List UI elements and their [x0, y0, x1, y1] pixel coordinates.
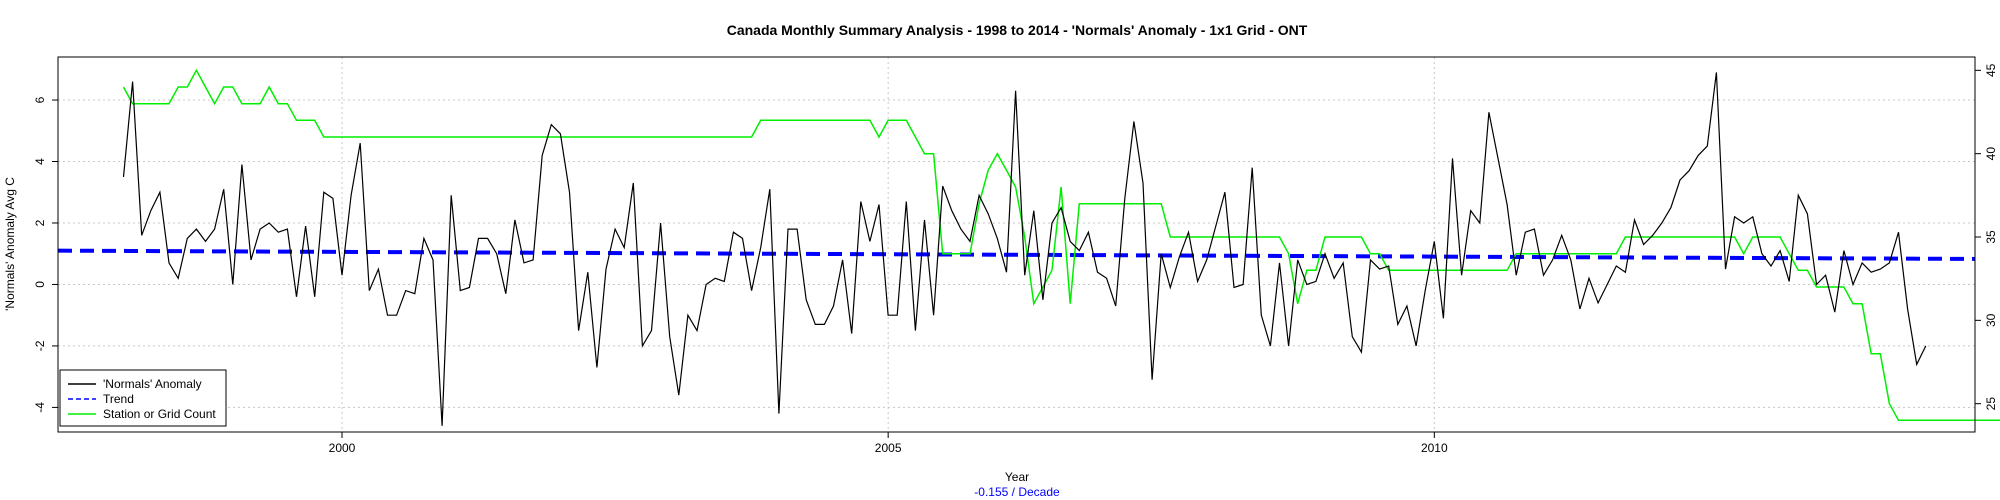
x-axis-label: Year: [1005, 470, 1029, 484]
x-tick-label: 2010: [1421, 441, 1448, 455]
y-tick-label: -4: [33, 402, 47, 413]
chart-title: Canada Monthly Summary Analysis - 1998 t…: [727, 22, 1308, 38]
y-axis-left: -4 -2 0 2 4 6: [33, 96, 58, 413]
x-tick-label: 2000: [329, 441, 356, 455]
y2-tick-label: 45: [1984, 63, 1998, 77]
anomaly-line: [122, 72, 1927, 426]
y-tick-label: 2: [33, 219, 47, 226]
y2-tick-label: 35: [1984, 230, 1998, 244]
y-axis-right: 25 30 35 40 45: [1975, 63, 1998, 410]
y2-tick-label: 25: [1984, 397, 1998, 411]
trend-rate-label: -0.155 / Decade: [974, 485, 1060, 499]
x-tick-label: 2005: [875, 441, 902, 455]
y2-tick-label: 40: [1984, 147, 1998, 161]
y-tick-label: -2: [33, 340, 47, 351]
y-axis-label: 'Normals' Anomaly Avg C: [3, 177, 17, 311]
y-tick-label: 6: [33, 96, 47, 103]
trend-line: [57, 248, 1976, 261]
y-tick-label: 4: [33, 158, 47, 165]
station-count-series: [122, 68, 2000, 422]
trend-line-group: [57, 248, 1976, 261]
anomaly-series: [122, 72, 1927, 426]
legend-label: Station or Grid Count: [103, 407, 216, 421]
legend-label: Trend: [103, 392, 134, 406]
x-axis: 2000 2005 2010: [329, 432, 1448, 455]
legend-box: [59, 369, 227, 427]
y-tick-label: 0: [33, 281, 47, 288]
plot-frame: [57, 56, 1976, 433]
y2-tick-label: 30: [1984, 313, 1998, 327]
legend-label: 'Normals' Anomaly: [103, 377, 202, 391]
station-count-line: [122, 68, 2000, 422]
